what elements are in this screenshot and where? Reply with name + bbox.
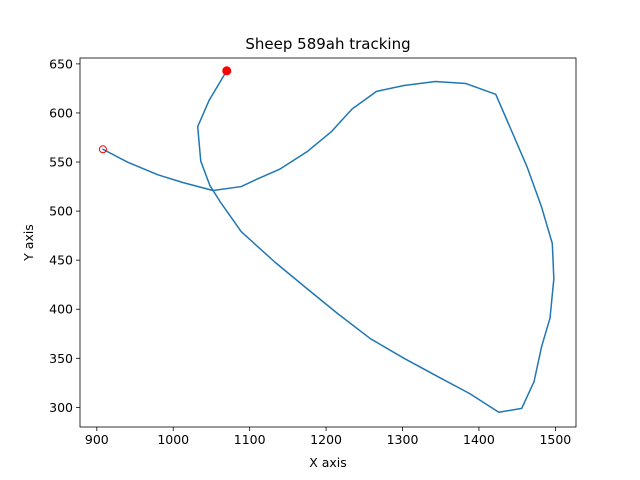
- end-point-marker: [98, 145, 107, 154]
- y-tick-label: 650: [49, 56, 73, 71]
- x-axis-label: X axis: [309, 455, 347, 470]
- trajectory-line: [102, 70, 555, 414]
- x-tick-label: 900: [85, 432, 109, 447]
- chart-title: Sheep 589ah tracking: [245, 35, 410, 53]
- y-tick-label: 550: [49, 155, 73, 170]
- y-tick-label: 450: [49, 253, 73, 268]
- x-tick-label: 1300: [387, 432, 419, 447]
- y-tick-label: 300: [49, 400, 73, 415]
- x-tick-label: 1100: [234, 432, 266, 447]
- start-point-marker: [222, 66, 232, 76]
- x-tick-label: 1400: [463, 432, 495, 447]
- y-tick-label: 400: [49, 302, 73, 317]
- x-tick-label: 1500: [539, 432, 571, 447]
- x-tick-label: 1000: [157, 432, 189, 447]
- axes-frame: [79, 57, 577, 428]
- y-tick-label: 600: [49, 105, 73, 120]
- plot-area: 900 1000 1100 1200 1300 1400 1500 300 350 400 450 5…: [49, 56, 577, 447]
- y-axis-label: Y axis: [21, 224, 36, 262]
- y-tick-label: 500: [49, 204, 73, 219]
- y-tick-label: 350: [49, 351, 73, 366]
- x-tick-label: 1200: [310, 432, 342, 447]
